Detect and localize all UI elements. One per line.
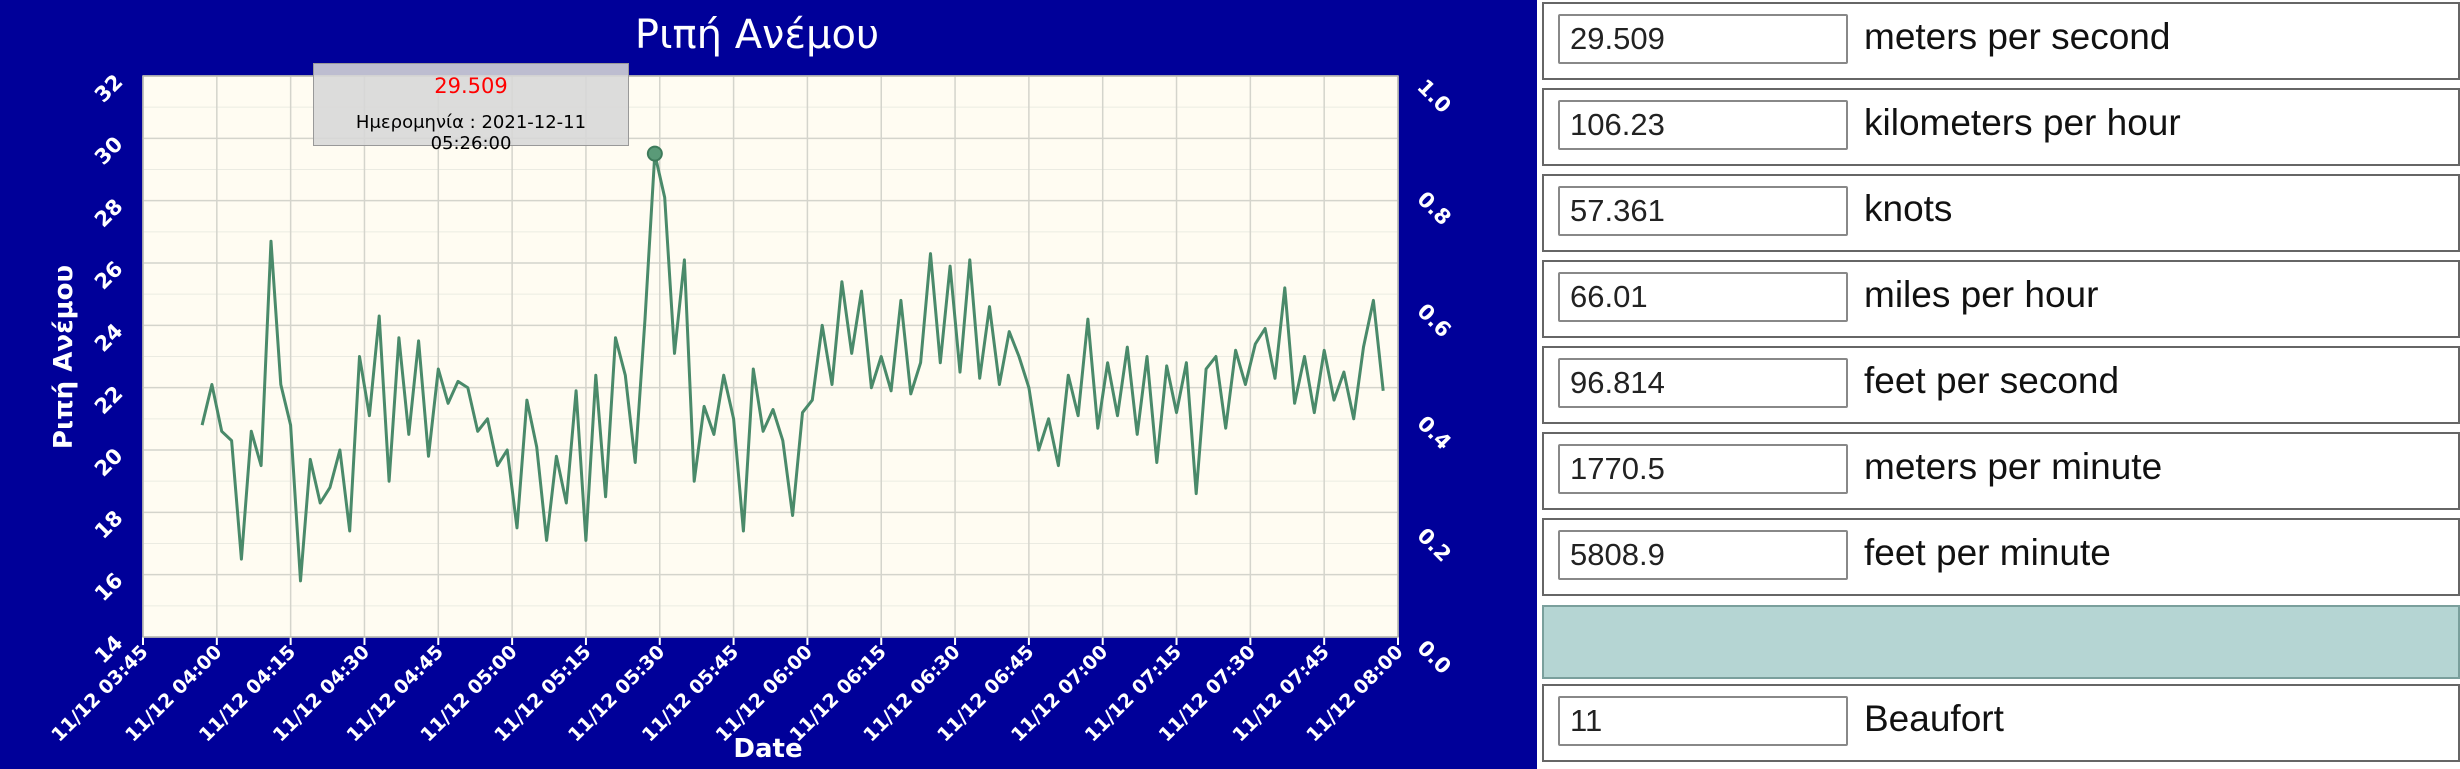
wind-gust-chart: Ριπή Ανέμου 141618202224262830320.00.20.…	[47, 12, 1456, 764]
fpm-unit-label: feet per minute	[1864, 532, 2111, 573]
conversion-row-mps: meters per second	[1542, 2, 2460, 80]
y2-tick-label: 0.2	[1412, 523, 1455, 566]
y-axis-label: Ριπή Ανέμου	[49, 265, 79, 449]
unit-conversion-panel: meters per second kilometers per hour kn…	[1537, 0, 2460, 769]
y-tick-label: 30	[90, 132, 128, 170]
kmh-unit-label: kilometers per hour	[1864, 102, 2181, 143]
chart-title: Ριπή Ανέμου	[635, 12, 879, 58]
conversion-row-kmh: kilometers per hour	[1542, 88, 2460, 166]
fps-unit-label: feet per second	[1864, 360, 2120, 401]
beaufort-unit-label: Beaufort	[1864, 698, 2004, 739]
beaufort-value-input[interactable]	[1558, 696, 1848, 746]
y-tick-label: 20	[90, 444, 128, 482]
y-tick-label: 16	[90, 568, 128, 606]
knots-unit-label: knots	[1864, 188, 1953, 229]
mph-unit-label: miles per hour	[1864, 274, 2099, 315]
y2-tick-label: 0.6	[1412, 299, 1455, 342]
conversion-row-mph: miles per hour	[1542, 260, 2460, 338]
y-tick-label: 28	[90, 194, 128, 232]
conversion-row-fps: feet per second	[1542, 346, 2460, 424]
mpm-value-input[interactable]	[1558, 444, 1848, 494]
data-tooltip: 29.509 Ημερομηνία : 2021-12-11 05:26:00	[313, 63, 629, 154]
y-tick-label: 18	[90, 506, 128, 544]
fps-value-input[interactable]	[1558, 358, 1848, 408]
y2-tick-label: 0.8	[1412, 187, 1455, 230]
conversion-row-mpm: meters per minute	[1542, 432, 2460, 510]
x-axis-label: Date	[733, 734, 802, 764]
plot-border	[142, 75, 1399, 638]
beaufort-scale-bar	[1542, 605, 2460, 679]
conversion-row-knots: knots	[1542, 174, 2460, 252]
chart-panel: Ριπή Ανέμου 14 16 18 20 22 24 26 28 30 32 0.0 0.2 0.…	[47, 12, 1456, 764]
y-tick-label: 24	[90, 319, 128, 357]
mpm-unit-label: meters per minute	[1864, 446, 2163, 487]
kmh-value-input[interactable]	[1558, 100, 1848, 150]
fpm-value-input[interactable]	[1558, 530, 1848, 580]
tooltip-date: Ημερομηνία : 2021-12-11 05:26:00	[355, 112, 587, 154]
conversion-row-fpm: feet per minute	[1542, 518, 2460, 596]
y2-tick-label: 0.4	[1412, 411, 1455, 454]
highlighted-point	[646, 145, 663, 162]
conversion-row-beaufort: Beaufort	[1542, 684, 2460, 762]
series-line	[200, 152, 1385, 583]
y2-tick-label: 0.0	[1412, 636, 1455, 679]
y-tick-label: 22	[90, 381, 128, 419]
mph-value-input[interactable]	[1558, 272, 1848, 322]
y-tick-label: 32	[90, 70, 128, 108]
y2-tick-label: 1.0	[1412, 75, 1455, 118]
mps-value-input[interactable]	[1558, 14, 1848, 64]
knots-value-input[interactable]	[1558, 186, 1848, 236]
tooltip-value: 29.509	[434, 74, 508, 98]
mps-unit-label: meters per second	[1864, 16, 2171, 57]
y-tick-label: 26	[90, 257, 128, 295]
